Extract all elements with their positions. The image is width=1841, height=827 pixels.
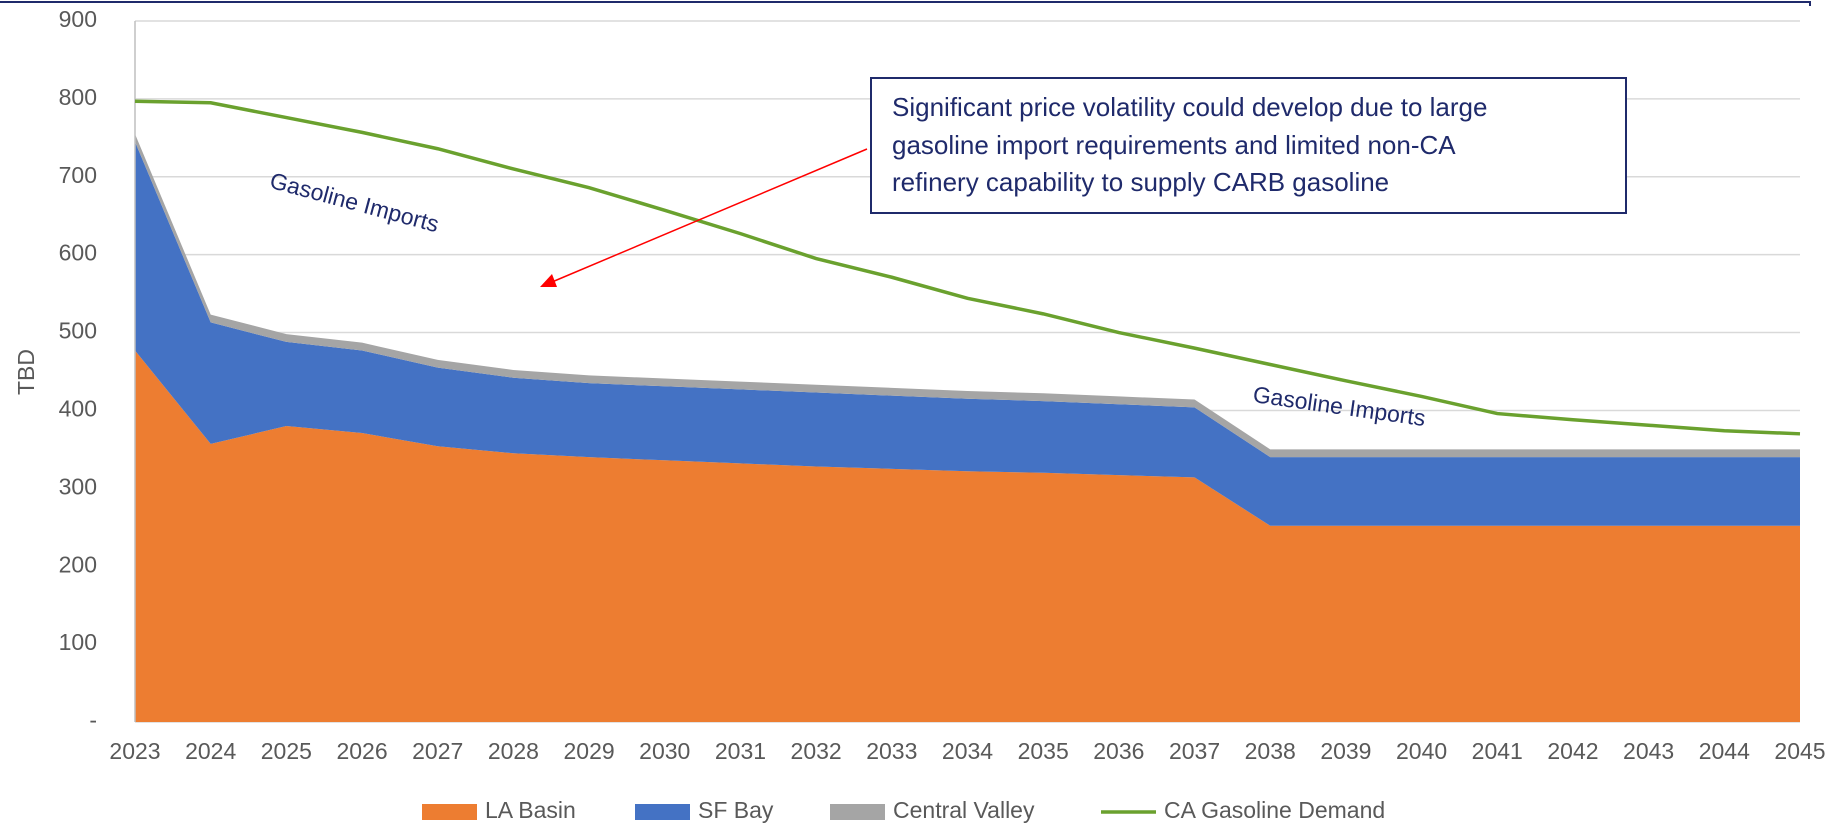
x-tick-label: 2028 [488, 738, 539, 764]
annotation-box [870, 77, 1627, 214]
x-tick-label: 2036 [1093, 738, 1144, 764]
y-tick-label: 400 [59, 396, 97, 422]
x-tick-label: 2023 [109, 738, 160, 764]
annotation-arrow [551, 148, 868, 283]
y-tick-label: - [89, 707, 97, 733]
y-axis-label: TBD [13, 349, 39, 395]
arrow-head [540, 274, 557, 287]
x-tick-label: 2029 [564, 738, 615, 764]
x-tick-label: 2045 [1774, 738, 1825, 764]
x-tick-label: 2040 [1396, 738, 1447, 764]
x-tick-label: 2041 [1472, 738, 1523, 764]
x-tick-label: 2035 [1018, 738, 1069, 764]
legend-label: Central Valley [893, 797, 1035, 823]
x-tick-label: 2032 [791, 738, 842, 764]
x-tick-label: 2033 [866, 738, 917, 764]
x-tick-label: 2030 [639, 738, 690, 764]
annotation-line: refinery capability to supply CARB gasol… [892, 167, 1389, 197]
x-tick-label: 2031 [715, 738, 766, 764]
annotation-line: Significant price volatility could devel… [892, 92, 1487, 122]
area [135, 350, 1800, 722]
y-tick-label: 800 [59, 84, 97, 110]
y-tick-label: 500 [59, 318, 97, 344]
legend-swatch [635, 804, 690, 820]
legend-label: SF Bay [698, 797, 774, 823]
x-tick-label: 2024 [185, 738, 236, 764]
plot-area: - 100 200 300 400 500 600 700 800 900 2023 2024 2025… [59, 6, 1826, 764]
legend-swatch [422, 804, 477, 820]
x-tick-label: 2026 [336, 738, 387, 764]
x-tick-label: 2027 [412, 738, 463, 764]
x-tick-label: 2037 [1169, 738, 1220, 764]
x-tick-label: 2039 [1320, 738, 1371, 764]
legend-label: LA Basin [485, 797, 576, 823]
region-label: Gasoline Imports [1251, 381, 1427, 431]
y-tick-label: 200 [59, 551, 97, 577]
x-tick-label: 2038 [1245, 738, 1296, 764]
legend-swatch [830, 804, 885, 820]
x-tick-label: 2034 [942, 738, 993, 764]
area [135, 133, 1800, 458]
y-tick-label: 900 [59, 6, 97, 32]
y-tick-label: 100 [59, 629, 97, 655]
x-tick-label: 2044 [1699, 738, 1750, 764]
y-tick-label: 600 [59, 240, 97, 266]
region-label: Gasoline Imports [267, 167, 442, 237]
y-tick-label: 300 [59, 473, 97, 499]
legend-label: CA Gasoline Demand [1164, 797, 1385, 823]
annotation-line: gasoline import requirements and limited… [892, 130, 1456, 160]
area [135, 141, 1800, 526]
frame-border [0, 1, 1811, 6]
line [134, 99, 1801, 436]
x-tick-label: 2025 [261, 738, 312, 764]
x-tick-label: 2042 [1547, 738, 1598, 764]
y-tick-label: 700 [59, 162, 97, 188]
x-tick-label: 2043 [1623, 738, 1674, 764]
